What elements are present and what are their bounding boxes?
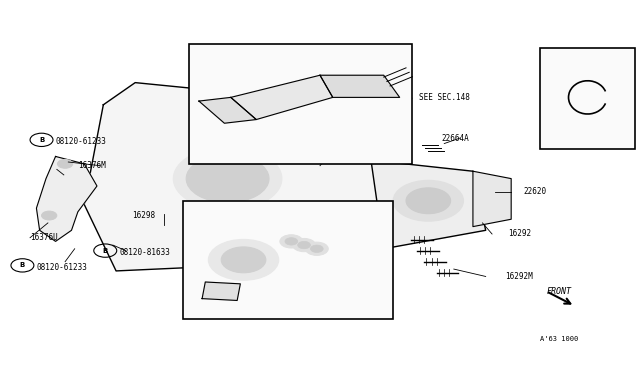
Circle shape — [285, 238, 298, 245]
Polygon shape — [202, 282, 241, 301]
Text: 16298: 16298 — [132, 211, 155, 220]
Polygon shape — [84, 83, 396, 271]
Text: 16293: 16293 — [282, 154, 305, 163]
Circle shape — [406, 188, 451, 214]
Circle shape — [394, 180, 463, 221]
Text: 08120-61233: 08120-61233 — [56, 137, 106, 146]
Circle shape — [221, 247, 266, 273]
Text: 16395N: 16395N — [231, 231, 259, 240]
Text: 22620: 22620 — [524, 187, 547, 196]
Bar — [183, 201, 394, 319]
Polygon shape — [199, 97, 256, 123]
Polygon shape — [320, 75, 399, 97]
Text: SEE SEC.148: SEE SEC.148 — [419, 93, 470, 102]
Text: 14087E: 14087E — [581, 97, 609, 106]
Circle shape — [298, 241, 310, 249]
Text: 16376U: 16376U — [30, 233, 58, 242]
Circle shape — [186, 155, 269, 203]
Polygon shape — [36, 157, 97, 241]
Polygon shape — [231, 75, 333, 119]
Text: B: B — [39, 137, 44, 143]
Circle shape — [209, 240, 278, 280]
Text: 16290: 16290 — [291, 244, 314, 253]
Text: 16290M: 16290M — [266, 218, 294, 227]
Text: 08120-61233: 08120-61233 — [36, 263, 87, 272]
Circle shape — [310, 245, 323, 253]
Circle shape — [305, 242, 328, 256]
Text: B: B — [102, 248, 108, 254]
Bar — [540, 48, 636, 149]
Circle shape — [280, 235, 303, 248]
Circle shape — [173, 147, 282, 210]
Text: B: B — [20, 262, 25, 268]
Polygon shape — [371, 160, 486, 249]
Circle shape — [42, 211, 57, 220]
Text: 16292M: 16292M — [505, 272, 532, 281]
Circle shape — [292, 238, 316, 252]
Text: 16395: 16395 — [246, 285, 270, 294]
Polygon shape — [473, 171, 511, 227]
Circle shape — [58, 160, 73, 168]
Text: A'63 1000: A'63 1000 — [540, 336, 578, 342]
Text: 22664A: 22664A — [441, 134, 469, 142]
Bar — [189, 44, 412, 164]
Text: FRONT: FRONT — [546, 287, 572, 296]
Text: 16376M: 16376M — [78, 161, 106, 170]
Text: 08120-81633: 08120-81633 — [119, 248, 170, 257]
Text: 16292: 16292 — [508, 230, 531, 238]
